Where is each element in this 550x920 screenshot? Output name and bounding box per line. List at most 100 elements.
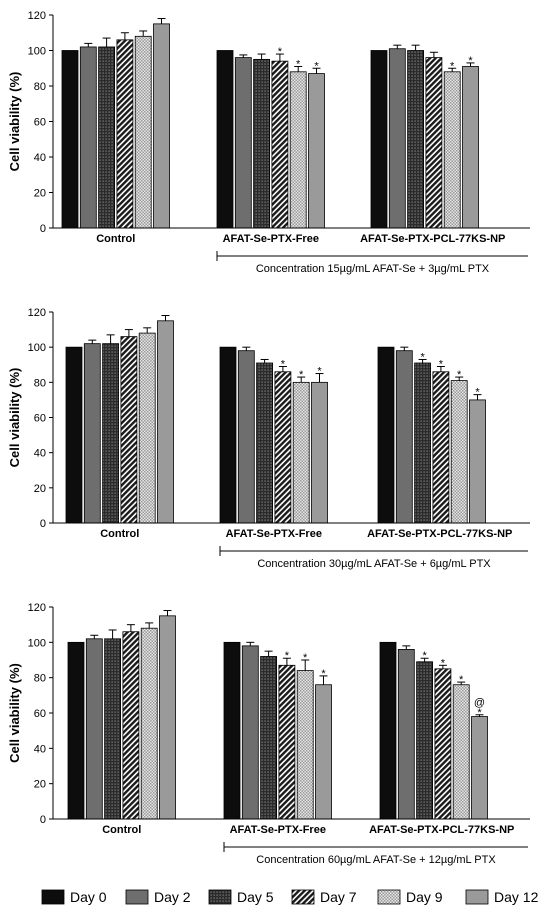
legend-label: Day 7 bbox=[320, 889, 357, 905]
bar-day-0 bbox=[67, 641, 85, 820]
y-tick-label: 40 bbox=[34, 448, 46, 460]
bar-day-12 bbox=[157, 320, 174, 524]
y-tick-label: 80 bbox=[34, 81, 46, 93]
bar-day-2 bbox=[83, 343, 101, 524]
significance-marker: * bbox=[296, 58, 301, 70]
legend-label: Day 5 bbox=[237, 889, 274, 905]
legend-label: Day 0 bbox=[70, 889, 107, 905]
bar-day-0 bbox=[61, 50, 79, 229]
significance-marker: * bbox=[317, 366, 322, 378]
group-label: AFAT-Se-PTX-Free bbox=[230, 824, 326, 836]
y-tick-label: 0 bbox=[40, 518, 46, 530]
bar-day-7 bbox=[278, 664, 296, 820]
y-tick-label: 20 bbox=[34, 483, 46, 495]
bar-day-2 bbox=[395, 350, 413, 524]
bar-day-2 bbox=[85, 638, 103, 820]
bar-day-5 bbox=[256, 362, 274, 524]
bar-day-7 bbox=[274, 371, 292, 524]
bar-day-5 bbox=[253, 58, 271, 229]
significance-marker: * bbox=[441, 657, 446, 669]
bar-day-12 bbox=[315, 684, 332, 820]
bar-day-7 bbox=[434, 668, 452, 820]
bar-day-12 bbox=[462, 66, 479, 229]
y-axis-label: Cell viability (%) bbox=[7, 72, 22, 172]
bar-day-0 bbox=[219, 346, 237, 524]
bar-day-5 bbox=[98, 46, 115, 229]
legend-item-day-2: Day 2 bbox=[125, 889, 191, 905]
bar-day-7 bbox=[122, 631, 140, 820]
bar-day-7 bbox=[271, 60, 289, 229]
bar-day-5 bbox=[260, 656, 278, 820]
significance-marker: * bbox=[450, 60, 455, 72]
y-tick-label: 20 bbox=[34, 188, 46, 200]
bar-day-0 bbox=[65, 346, 83, 524]
bar-day-9 bbox=[296, 670, 314, 820]
concentration-note: Concentration 30µg/mL AFAT-Se + 6µg/mL P… bbox=[257, 558, 491, 570]
significance-marker: * bbox=[314, 60, 319, 72]
legend-item-day-7: Day 7 bbox=[291, 889, 357, 905]
bar-day-5 bbox=[414, 362, 432, 524]
bar-day-2 bbox=[241, 645, 259, 820]
group-label: AFAT-Se-PTX-PCL-77KS-NP bbox=[367, 528, 512, 540]
legend-swatch bbox=[41, 889, 65, 905]
legend-item-day-12: Day 12 bbox=[465, 889, 539, 905]
y-tick-label: 120 bbox=[28, 10, 46, 22]
bar-day-7 bbox=[120, 336, 138, 524]
bar-day-7 bbox=[116, 39, 134, 229]
y-tick-label: 20 bbox=[34, 779, 46, 791]
y-tick-label: 100 bbox=[28, 342, 46, 354]
y-tick-label: 100 bbox=[28, 637, 46, 649]
y-tick-label: 80 bbox=[34, 377, 46, 389]
bar-day-7 bbox=[432, 371, 450, 524]
legend: Day 0 Day 2 Day 5 Day 7 Day 9 Day 12 bbox=[41, 889, 539, 905]
chart-panel-1: 0 20 40 60 80 100 120 Cell viability (%) Control… bbox=[7, 10, 530, 275]
concentration-note: Concentration 15µg/mL AFAT-Se + 3µg/mL P… bbox=[256, 263, 490, 275]
group-label: AFAT-Se-PTX-PCL-77KS-NP bbox=[369, 824, 514, 836]
significance-marker: * bbox=[459, 674, 464, 686]
y-tick-label: 60 bbox=[34, 708, 46, 720]
bar-day-12 bbox=[159, 615, 176, 820]
significance-marker: * bbox=[468, 55, 473, 67]
bar-day-7 bbox=[425, 57, 443, 229]
bar-day-2 bbox=[237, 350, 255, 524]
significance-marker: * bbox=[299, 369, 304, 381]
concentration-note: Concentration 60µg/mL AFAT-Se + 12µg/mL … bbox=[256, 854, 496, 866]
y-tick-label: 40 bbox=[34, 152, 46, 164]
y-tick-label: 100 bbox=[28, 46, 46, 58]
significance-marker: * bbox=[303, 652, 308, 664]
significance-marker: * bbox=[278, 46, 283, 58]
significance-marker: * bbox=[420, 351, 425, 363]
bar-day-5 bbox=[407, 50, 425, 229]
y-tick-label: 0 bbox=[40, 223, 46, 235]
group-label: AFAT-Se-PTX-Free bbox=[226, 528, 322, 540]
bar-day-12 bbox=[469, 399, 486, 524]
legend-item-day-0: Day 0 bbox=[41, 889, 107, 905]
bar-day-2 bbox=[388, 48, 406, 229]
y-tick-label: 40 bbox=[34, 743, 46, 755]
bar-day-9 bbox=[443, 71, 461, 229]
legend-swatch bbox=[465, 889, 489, 905]
legend-label: Day 2 bbox=[154, 889, 191, 905]
y-tick-label: 60 bbox=[34, 413, 46, 425]
bar-day-12 bbox=[471, 716, 488, 820]
significance-marker: @ bbox=[474, 697, 485, 709]
significance-marker: * bbox=[321, 668, 326, 680]
legend-swatch bbox=[377, 889, 401, 905]
group-label: AFAT-Se-PTX-Free bbox=[223, 233, 319, 245]
legend-item-day-9: Day 9 bbox=[377, 889, 443, 905]
bar-day-2 bbox=[79, 46, 97, 229]
bar-day-0 bbox=[379, 641, 397, 820]
y-tick-label: 120 bbox=[28, 307, 46, 319]
chart-panel-2: 0 20 40 60 80 100 120 Cell viability (%) Control… bbox=[7, 307, 530, 570]
y-axis-label: Cell viability (%) bbox=[7, 368, 22, 468]
significance-marker: * bbox=[285, 650, 290, 662]
y-tick-label: 120 bbox=[28, 602, 46, 614]
group-label: Control bbox=[102, 824, 141, 836]
significance-marker: * bbox=[477, 707, 482, 719]
legend-swatch bbox=[291, 889, 315, 905]
bar-day-9 bbox=[452, 684, 470, 820]
significance-marker: * bbox=[281, 359, 286, 371]
bar-day-9 bbox=[289, 71, 307, 229]
group-label: Control bbox=[100, 528, 139, 540]
bar-day-9 bbox=[450, 380, 468, 524]
